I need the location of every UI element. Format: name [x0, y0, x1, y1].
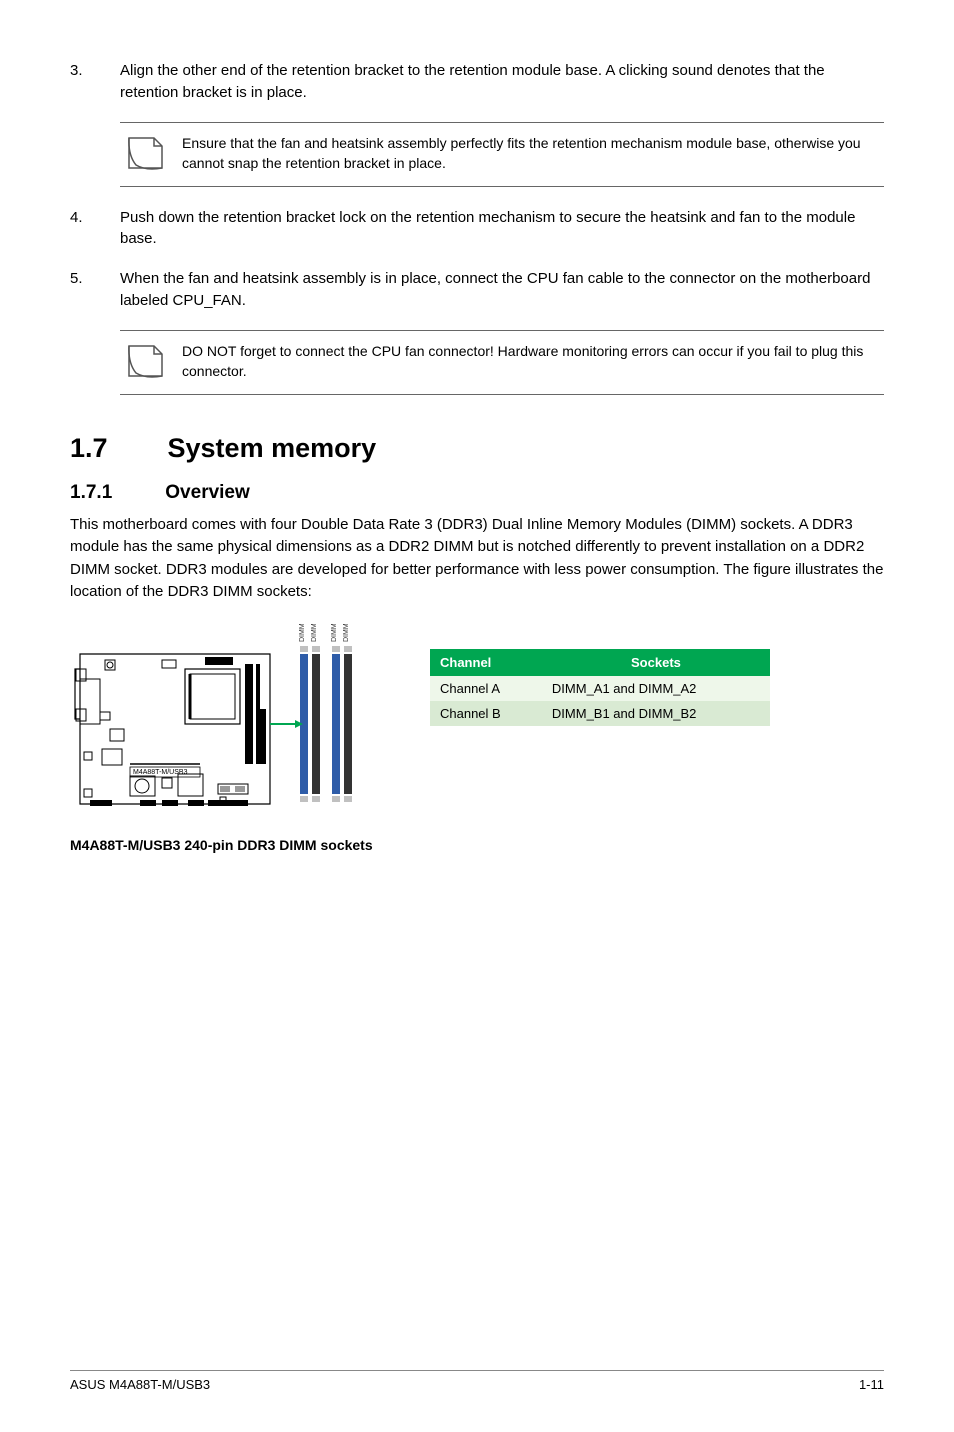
channel-sockets-table: Channel Sockets Channel A DIMM_A1 and DI… — [430, 649, 770, 726]
overview-paragraph: This motherboard comes with four Double … — [70, 514, 884, 604]
step-5: 5. When the fan and heatsink assembly is… — [70, 268, 884, 312]
diagram-table-row: DIMM_A2 DIMM_B2 DIMM_A1 DIMM_B1 — [70, 624, 884, 853]
subsection-heading: 1.7.1 Overview — [70, 482, 884, 504]
board-label: M4A88T-M/USB3 — [133, 769, 188, 776]
table-cell-sockets: DIMM_B1 and DIMM_B2 — [542, 701, 770, 726]
step-3-number: 3. — [70, 60, 120, 104]
dimm-label-b1: DIMM_B1 — [343, 624, 350, 642]
step-4-number: 4. — [70, 207, 120, 251]
section-title-text: System memory — [168, 433, 377, 463]
step-5-number: 5. — [70, 268, 120, 312]
note-2-text: DO NOT forget to connect the CPU fan con… — [174, 341, 878, 382]
diagram-caption: M4A88T-M/USB3 240-pin DDR3 DIMM sockets — [70, 837, 390, 853]
paper-note-icon — [126, 341, 174, 384]
table-cell-channel: Channel A — [430, 676, 542, 701]
table-row: Channel A DIMM_A1 and DIMM_A2 — [430, 676, 770, 701]
paper-note-icon — [126, 133, 174, 176]
table-header-row: Channel Sockets — [430, 649, 770, 676]
footer-right: 1-11 — [859, 1377, 884, 1392]
dimm-label-b2: DIMM_B2 — [311, 624, 318, 642]
section-heading: 1.7 System memory — [70, 433, 884, 464]
table-row: Channel B DIMM_B1 and DIMM_B2 — [430, 701, 770, 726]
section-number: 1.7 — [70, 433, 160, 464]
note-box-1: Ensure that the fan and heatsink assembl… — [120, 122, 884, 187]
step-5-text: When the fan and heatsink assembly is in… — [120, 268, 884, 312]
page-footer: ASUS M4A88T-M/USB3 1-11 — [70, 1370, 884, 1392]
subsection-number: 1.7.1 — [70, 482, 160, 504]
table-cell-sockets: DIMM_A1 and DIMM_A2 — [542, 676, 770, 701]
footer-left: ASUS M4A88T-M/USB3 — [70, 1377, 210, 1392]
step-3-text: Align the other end of the retention bra… — [120, 60, 884, 104]
table-cell-channel: Channel B — [430, 701, 542, 726]
dimm-label-a1: DIMM_A1 — [331, 624, 338, 642]
step-4-text: Push down the retention bracket lock on … — [120, 207, 884, 251]
dimm-label-a2: DIMM_A2 — [299, 624, 306, 642]
note-box-2: DO NOT forget to connect the CPU fan con… — [120, 330, 884, 395]
note-1-text: Ensure that the fan and heatsink assembl… — [174, 133, 878, 174]
table-header-channel: Channel — [430, 649, 542, 676]
step-3: 3. Align the other end of the retention … — [70, 60, 884, 104]
table-header-sockets: Sockets — [542, 649, 770, 676]
step-4: 4. Push down the retention bracket lock … — [70, 207, 884, 251]
subsection-title-text: Overview — [165, 482, 250, 503]
motherboard-diagram: DIMM_A2 DIMM_B2 DIMM_A1 DIMM_B1 — [70, 624, 390, 853]
